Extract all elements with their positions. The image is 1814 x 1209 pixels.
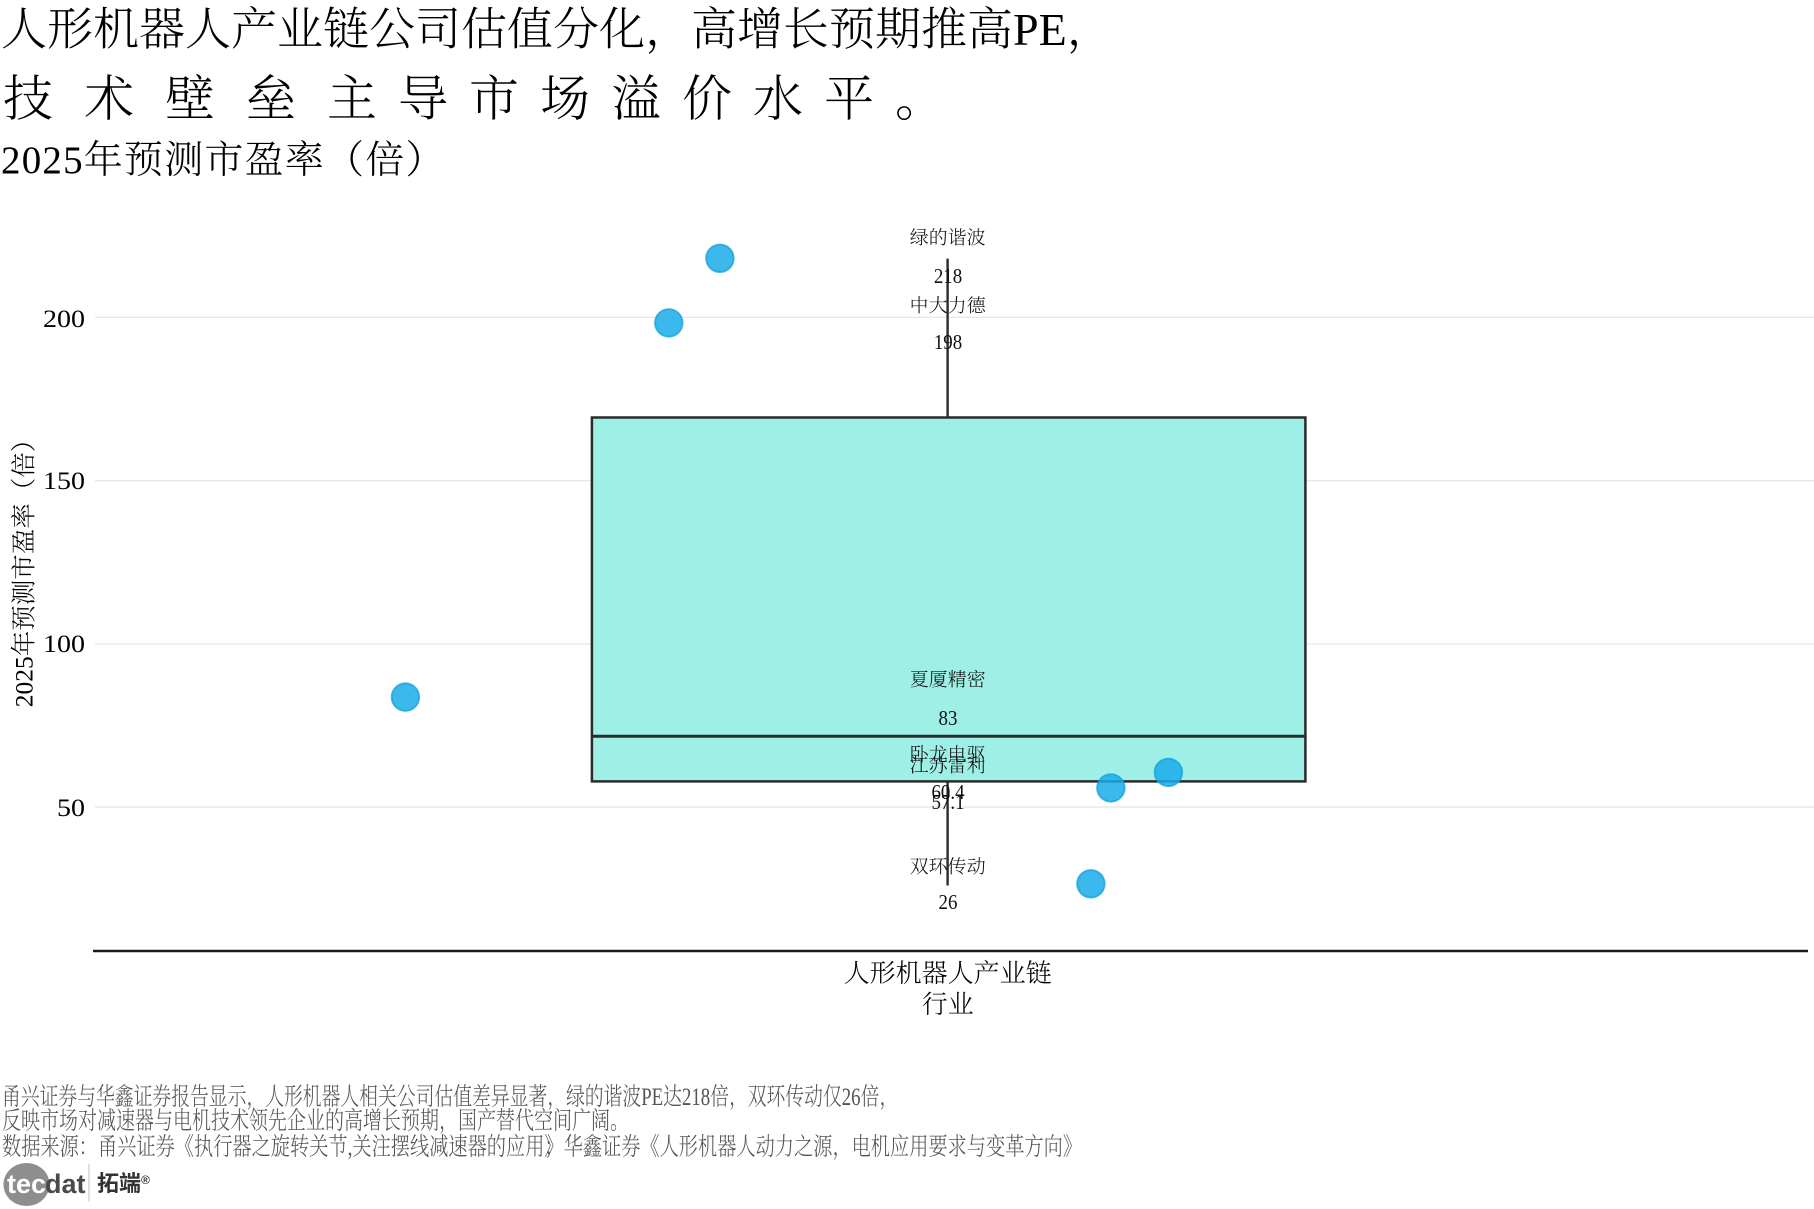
svg-text:拓端®: 拓端® xyxy=(97,1171,150,1196)
svg-text:dat: dat xyxy=(45,1169,86,1199)
svg-text:tec: tec xyxy=(7,1169,46,1199)
